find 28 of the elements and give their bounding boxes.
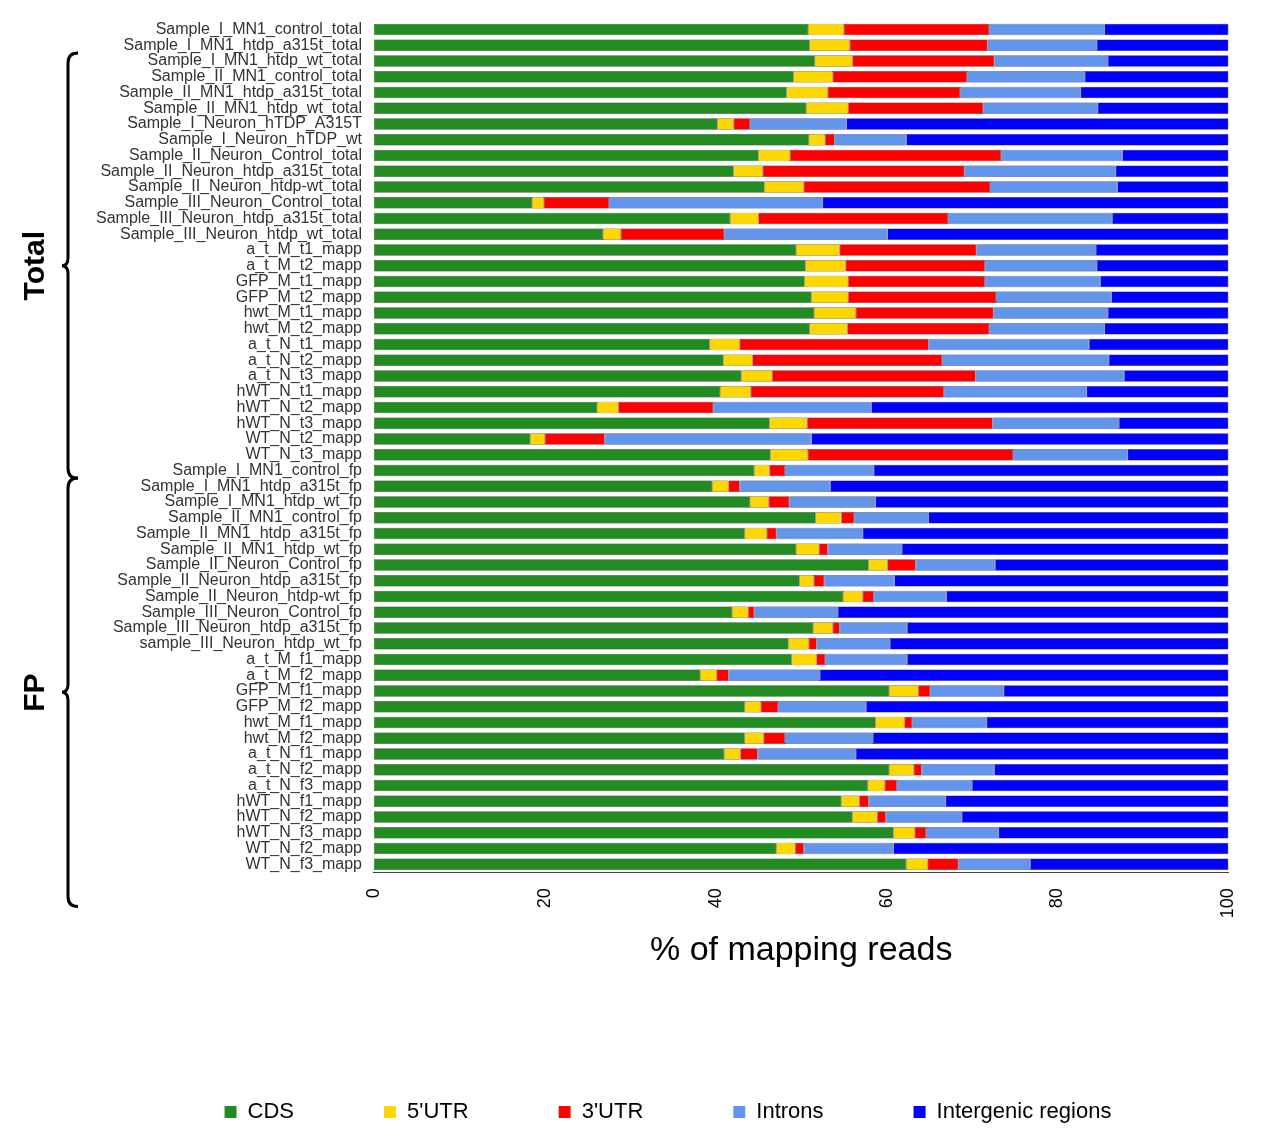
x-tick-label: 20 xyxy=(533,888,554,909)
x-tick-label: 60 xyxy=(875,888,896,909)
legend-label: 3'UTR xyxy=(581,1098,644,1124)
y-tick-label: a_t_M_t2_mapp xyxy=(246,256,363,275)
y-tick-label: Sample_I_Neuron_hTDP_wt xyxy=(158,130,363,149)
legend-label: CDS xyxy=(247,1098,295,1124)
y-tick-label: hWT_N_f3_mapp xyxy=(236,823,363,842)
x-tick-label: 40 xyxy=(704,888,725,909)
y-tick-label: sample_III_Neuron_htdp_wt_fp xyxy=(139,634,363,653)
y-tick-label: Sample_III_Neuron_Control_total xyxy=(124,193,362,212)
y-tick-label: Sample_II_MN1_control_fp xyxy=(168,508,363,527)
y-tick-label: hWT_N_t1_mapp xyxy=(236,382,363,401)
y-tick-label: Sample_II_Neuron_htdp_a315t_fp xyxy=(117,571,363,590)
legend-label: 5'UTR xyxy=(407,1098,469,1124)
x-tick-label: 0 xyxy=(362,888,383,899)
y-tick-label: WT_N_t3_mapp xyxy=(245,445,363,464)
y-tick-label: Sample_II_MN1_control_total xyxy=(151,67,362,86)
x-tick-label: 100 xyxy=(1217,888,1238,919)
legend-label: Intergenic regions xyxy=(936,1098,1112,1124)
x-axis-title: % of mapping reads xyxy=(649,928,953,967)
text: FP xyxy=(17,673,51,712)
y-tick-label: GFP_M_f2_mapp xyxy=(235,697,363,716)
y-tick-label: hwt_M_t2_mapp xyxy=(243,319,363,338)
text: Total xyxy=(17,231,51,301)
y-tick-label: Sample_I_MN1_control_total xyxy=(155,19,362,38)
y-tick-label: a_t_N_f2_mapp xyxy=(248,760,363,779)
x-tick-label: 80 xyxy=(1046,888,1067,909)
legend-label: Introns xyxy=(756,1098,824,1124)
